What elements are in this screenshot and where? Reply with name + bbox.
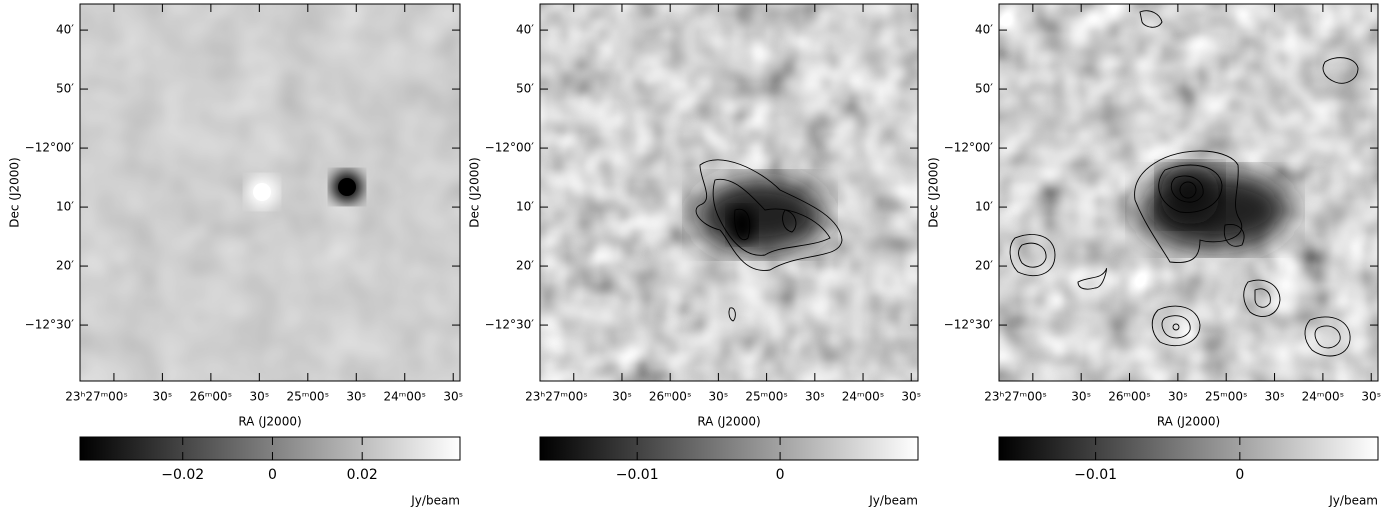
y-tick-label: 50′ bbox=[516, 82, 534, 96]
y-axis-label: Dec (J2000) bbox=[468, 157, 482, 227]
x-tick-label: 30ˢ bbox=[1265, 390, 1285, 404]
x-tick-label: 24ᵐ00ˢ bbox=[383, 390, 426, 404]
x-tick-label: 23ʰ27ᵐ00ˢ bbox=[65, 390, 128, 404]
image bbox=[999, 4, 1378, 381]
x-tick-label: 30ˢ bbox=[901, 390, 921, 404]
y-axis-label: Dec (J2000) bbox=[927, 157, 941, 227]
y-tick-label: 10′ bbox=[975, 200, 993, 214]
y-tick-label: 20′ bbox=[975, 259, 993, 273]
x-tick-label: 25ᵐ00ˢ bbox=[287, 390, 330, 404]
y-tick-label: −12°00′ bbox=[485, 141, 535, 155]
y-tick-label: 50′ bbox=[975, 82, 993, 96]
colorbar-tick-label: −0.01 bbox=[1074, 467, 1117, 483]
x-tick-label: 24ᵐ00ˢ bbox=[842, 390, 885, 404]
x-axis-label: RA (J2000) bbox=[238, 415, 301, 429]
y-tick-label: −12°30′ bbox=[25, 318, 75, 332]
y-tick-label: −12°00′ bbox=[25, 141, 75, 155]
x-tick-label: 30ˢ bbox=[1071, 390, 1091, 404]
x-tick-label: 26ᵐ00ˢ bbox=[190, 390, 233, 404]
image bbox=[540, 4, 918, 381]
x-tick-label: 30ˢ bbox=[1361, 390, 1381, 404]
colorbar bbox=[998, 436, 1379, 461]
y-tick-label: 40′ bbox=[975, 23, 993, 37]
x-tick-label: 30ˢ bbox=[1168, 390, 1188, 404]
colorbar-tick-label: 0 bbox=[1235, 467, 1244, 483]
colorbar bbox=[79, 436, 461, 461]
y-tick-label: 10′ bbox=[516, 200, 534, 214]
y-tick-label: 50′ bbox=[56, 82, 74, 96]
colorbar-tick-label: −0.02 bbox=[161, 467, 204, 483]
y-tick-label: 20′ bbox=[516, 259, 534, 273]
y-axis-label: Dec (J2000) bbox=[8, 157, 22, 227]
x-tick-label: 30ˢ bbox=[346, 390, 366, 404]
colorbar bbox=[539, 436, 919, 461]
x-tick-label: 30ˢ bbox=[153, 390, 173, 404]
y-tick-label: 10′ bbox=[56, 200, 74, 214]
y-tick-label: 40′ bbox=[516, 23, 534, 37]
x-tick-label: 25ᵐ00ˢ bbox=[745, 390, 788, 404]
colorbar-label: Jy/beam bbox=[868, 494, 918, 508]
x-tick-label: 25ᵐ00ˢ bbox=[1205, 390, 1248, 404]
y-tick-label: −12°30′ bbox=[485, 318, 535, 332]
y-tick-label: 20′ bbox=[56, 259, 74, 273]
plot-frame bbox=[79, 3, 461, 382]
y-tick-label: −12°00′ bbox=[944, 141, 994, 155]
x-tick-label: 30ˢ bbox=[709, 390, 729, 404]
colorbar-label: Jy/beam bbox=[1328, 494, 1378, 508]
colorbar-tick-label: 0.02 bbox=[347, 467, 378, 483]
x-tick-label: 30ˢ bbox=[443, 390, 463, 404]
x-tick-label: 26ᵐ00ˢ bbox=[1108, 390, 1151, 404]
y-tick-label: −12°30′ bbox=[944, 318, 994, 332]
x-axis-label: RA (J2000) bbox=[1157, 415, 1220, 429]
plot-frame bbox=[539, 3, 919, 382]
x-tick-label: 30ˢ bbox=[805, 390, 825, 404]
x-tick-label: 23ʰ27ᵐ00ˢ bbox=[525, 390, 588, 404]
plot-frame bbox=[998, 3, 1379, 382]
x-axis-label: RA (J2000) bbox=[697, 415, 760, 429]
x-tick-label: 30ˢ bbox=[249, 390, 269, 404]
colorbar-tick-label: 0 bbox=[268, 467, 277, 483]
image bbox=[80, 4, 460, 381]
y-tick-label: 40′ bbox=[56, 23, 74, 37]
colorbar-tick-label: 0 bbox=[776, 467, 785, 483]
x-tick-label: 24ᵐ00ˢ bbox=[1302, 390, 1345, 404]
colorbar-label: Jy/beam bbox=[410, 494, 460, 508]
x-tick-label: 26ᵐ00ˢ bbox=[649, 390, 692, 404]
colorbar-tick-label: −0.01 bbox=[616, 467, 659, 483]
x-tick-label: 23ʰ27ᵐ00ˢ bbox=[984, 390, 1047, 404]
x-tick-label: 30ˢ bbox=[612, 390, 632, 404]
